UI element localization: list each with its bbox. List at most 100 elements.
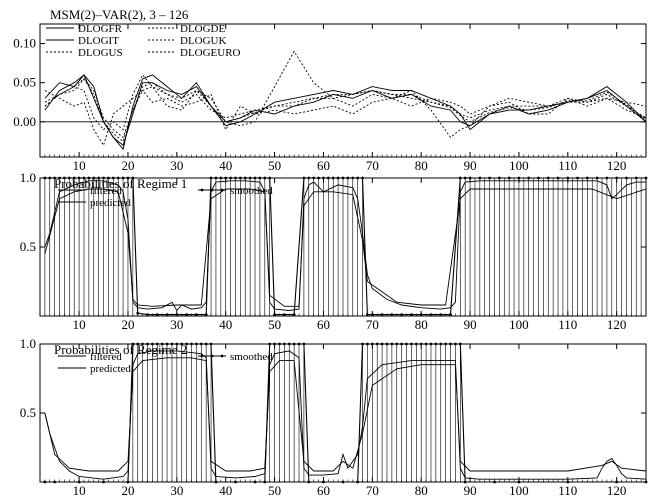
series-point-smoothed [77,480,81,484]
x-tick-label: 10 [73,483,86,498]
series-point-smoothed [77,176,81,180]
series-point-smoothed [107,176,110,180]
series-point-smoothed [449,342,452,346]
series-point-smoothed [395,342,399,346]
x-tick-label: 120 [607,317,627,332]
series-point-smoothed [102,176,105,180]
x-tick-label: 120 [607,483,627,498]
series-point-smoothed [405,342,408,346]
legend-swatch-dot [200,354,204,358]
series-point-smoothed [58,176,61,180]
series-point-smoothed [527,176,531,180]
legend-label: predicted [90,363,131,375]
returns-panel: MSM(2)–VAR(2), 3 – 126 10 20 30 40 50 60 70 80 9… [13,7,647,173]
series-point-smoothed [126,480,130,484]
series-point-smoothed [116,176,120,180]
x-tick-label: 90 [464,483,477,498]
series-point-smoothed [165,342,169,346]
y-tick-label: 1.0 [20,336,36,351]
regime1-panel-title: Probabilities of Regime 1 [54,176,187,191]
series-point-smoothed [136,311,140,315]
series-point-smoothed [165,313,169,317]
series-point-smoothed [214,176,218,180]
series-point-smoothed [517,480,521,484]
series-point-smoothed [370,313,374,317]
series-point-smoothed [537,176,540,180]
series-point-smoothed [160,342,164,346]
legend-label: DLOGFR [78,23,123,35]
legend-swatch-dot [200,188,204,192]
series-point-smoothed [463,176,467,180]
series-line-filtered [44,350,647,480]
series-point-smoothed [53,176,57,180]
series-point-smoothed [644,176,648,180]
series-point-smoothed [204,313,208,317]
series-point-smoothed [556,176,560,180]
series-point-smoothed [370,342,374,346]
series-point-smoothed [194,342,198,346]
series-point-smoothed [454,342,457,346]
series-point-smoothed [175,342,179,346]
x-tick-label: 100 [509,317,529,332]
series-point-smoothed [82,176,86,180]
series-point-smoothed [92,176,96,180]
series-point-smoothed [380,313,384,317]
series-point-smoothed [234,480,237,484]
y-tick-label: 0.05 [13,75,36,90]
legend-label: DLOGUS [78,47,123,59]
series-line-dlogfr [44,74,647,151]
series-point-smoothed [63,176,66,180]
series-point-smoothed [175,313,179,317]
series-point-smoothed [361,342,364,346]
series-point-smoothed [234,176,237,180]
y-tick-label: 0.10 [13,36,36,51]
returns-ticks: 10 20 30 40 50 60 70 80 90 100 110 120 0.00 0.05 0.10 [13,24,647,173]
legend-label: filtered [90,185,122,197]
x-tick-label: 30 [170,317,183,332]
series-line-dlogde [44,78,647,139]
series-point-smoothed [155,313,159,317]
y-tick-label: 0.5 [20,239,36,254]
legend-label: smoothed [230,185,273,197]
series-point-smoothed [468,176,472,180]
series-point-smoothed [282,342,286,346]
returns-series [44,50,647,151]
series-point-smoothed [336,176,340,180]
series-point-smoothed [566,176,570,180]
series-point-smoothed [131,342,135,346]
regime2-panel: Probabilities of Regime 2 10 20 30 40 50 60 70… [20,336,648,498]
series-point-smoothed [317,176,320,180]
series-point-smoothed [331,176,335,180]
series-point-smoothed [566,480,570,484]
series-point-smoothed [185,313,189,317]
series-point-smoothed [439,342,443,346]
series-line-filtered [44,180,646,312]
series-point-smoothed [180,342,184,346]
series-point-smoothed [322,480,325,484]
series-point-smoothed [497,176,501,180]
series-point-smoothed [292,313,296,317]
series-point-smoothed [595,176,599,180]
x-tick-label: 40 [219,483,232,498]
legend-swatch-dot [220,354,224,358]
series-point-smoothed [263,480,267,484]
series-point-smoothed [517,176,521,180]
returns-plot-frame [39,23,647,158]
series-point-smoothed [312,176,316,180]
series-point-smoothed [126,176,130,180]
series-point-smoothed [302,342,306,346]
y-tick-label: 0.5 [20,405,36,420]
series-point-smoothed [366,313,369,317]
x-tick-label: 90 [464,317,477,332]
series-point-smoothed [390,342,394,346]
x-tick-label: 110 [558,158,577,173]
legend-label: DLOGDE [180,23,225,35]
series-point-smoothed [111,176,115,180]
series-point-smoothed [141,342,145,346]
series-point-smoothed [449,313,452,317]
series-point-smoothed [326,176,330,180]
series-point-smoothed [224,176,228,180]
series-point-smoothed [204,342,208,346]
